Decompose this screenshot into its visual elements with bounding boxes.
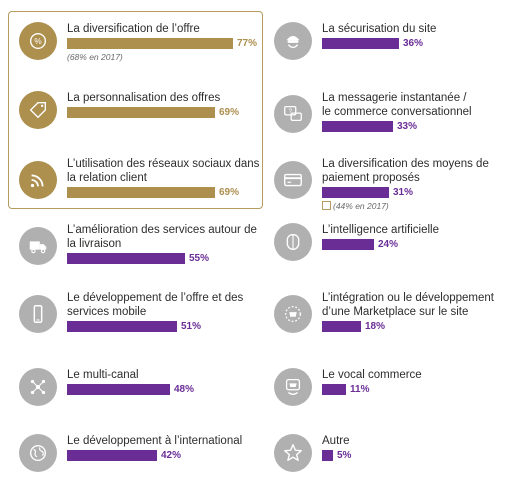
svg-text:?: ? [288,108,292,115]
bar-label: L’intelligence artificielle [322,224,439,236]
bar [322,121,393,132]
bar [322,38,399,49]
hacker-icon-circle [274,22,312,60]
svg-text:%: % [34,37,42,46]
bar [322,187,389,198]
bar-value-label: 18% [365,321,386,332]
star-icon-circle [274,434,312,472]
voice-cart-icon-circle [274,368,312,406]
delivery-truck-icon-circle [19,227,57,265]
bar [67,107,215,118]
chat-cart-icon-circle: ? [274,95,312,133]
bar-label: La messagerie instantanée / le commerce c… [322,92,472,118]
bar [322,321,361,332]
price-tag-icon-circle [19,91,57,129]
credit-card-icon-circle [274,161,312,199]
bar-value-label: 69% [219,187,240,198]
bar [67,450,157,461]
brain-icon [286,233,300,251]
bar [67,384,170,395]
comparison-note: (44% en 2017) [322,201,389,211]
bar-value-label: 77% [237,38,258,49]
bar [67,187,215,198]
bar [322,384,346,395]
star-icon [284,444,302,462]
bar-value-label: 51% [181,321,202,332]
bar [322,450,333,461]
smartphone-icon-circle [19,295,57,333]
hacker-icon [286,35,300,49]
bar-label: Le développement de l’offre et des servic… [67,292,244,318]
bar [322,239,374,250]
comparison-note: (68% en 2017) [67,52,123,62]
bar [67,253,185,264]
network-nodes-icon [30,379,46,395]
bar-value-label: 55% [189,253,210,264]
globe-icon-circle [19,434,57,472]
marketplace-icon-circle [274,295,312,333]
bar-label: La diversification des moyens de paiement… [322,158,489,184]
bar-value-label: 42% [161,450,182,461]
globe-icon [29,444,47,462]
bar-label: L’intégration ou le développement d’une M… [322,292,494,318]
chat-cart-icon: ? [284,106,302,122]
note-marker-icon [322,201,331,210]
bar-label: La sécurisation du site [322,23,437,35]
percent-tag-icon: % [29,32,47,50]
bar-label: L’utilisation des réseaux sociaux dans la… [67,158,260,184]
network-nodes-icon-circle [19,368,57,406]
bar-label: La personnalisation des offres [67,92,221,104]
price-tag-icon [29,101,47,119]
bar [67,38,233,49]
bar-value-label: 33% [397,121,418,132]
bar-label: La diversification de l’offre [67,23,200,35]
bar [67,321,177,332]
bar-value-label: 31% [393,187,414,198]
bar-value-label: 5% [337,450,352,461]
bar-label: Le développement à l’international [67,435,243,447]
bar-value-label: 48% [174,384,195,395]
top-three-highlight-box [8,11,263,209]
smartphone-icon [33,305,43,323]
bar-label: Autre [322,435,350,447]
brain-icon-circle [274,223,312,261]
bar-label: Le multi-canal [67,369,139,381]
credit-card-icon [284,173,302,187]
percent-tag-icon-circle: % [19,22,57,60]
wifi-signal-icon-circle [19,161,57,199]
bar-label: L’amélioration des services autour de la … [67,224,257,250]
bar-label: Le vocal commerce [322,369,422,381]
bar-value-label: 36% [403,38,424,49]
bar-value-label: 69% [219,107,240,118]
bar-value-label: 11% [350,384,370,395]
delivery-truck-icon [29,241,47,254]
marketplace-icon [285,306,301,322]
bar-value-label: 24% [378,239,399,250]
voice-cart-icon [285,379,301,396]
wifi-signal-icon [30,174,44,188]
